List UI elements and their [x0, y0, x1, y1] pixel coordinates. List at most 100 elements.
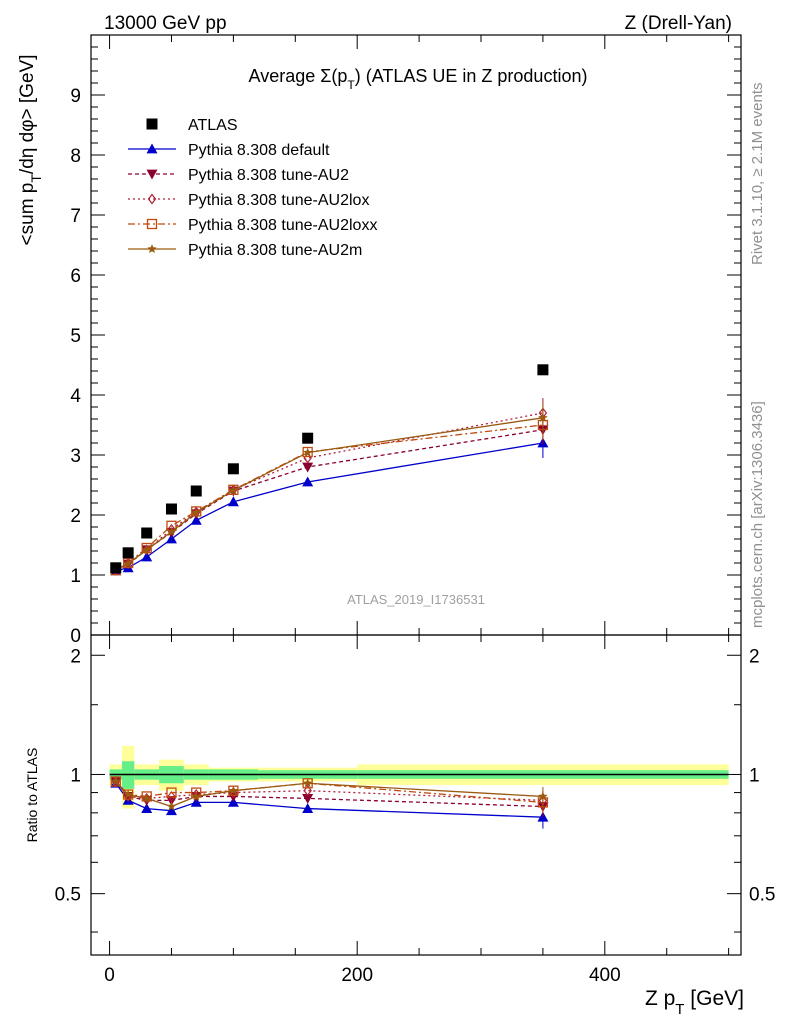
series-point [228, 484, 239, 495]
y-tick-label: 7 [70, 206, 81, 227]
atlas-data-point [122, 547, 134, 559]
x-tick-label: 200 [341, 965, 373, 986]
ratio-tick-label-right: 0.5 [749, 885, 775, 906]
x-tick-label: 400 [589, 965, 621, 986]
atlas-data-point [110, 562, 122, 574]
ratio-tick-label-left: 1 [70, 765, 81, 786]
y-tick-label: 4 [70, 386, 81, 407]
series-point [141, 542, 152, 554]
ratio-point [302, 803, 314, 813]
ratio-y-axis-label: Ratio to ATLAS [24, 748, 40, 843]
series-line [115, 412, 544, 571]
ratio-point [167, 790, 176, 802]
legend-label: Pythia 8.308 tune-AU2 [188, 167, 349, 184]
legend-marker [146, 218, 158, 230]
series-line [115, 429, 544, 571]
ratio-point [141, 803, 153, 813]
series-point [123, 558, 133, 568]
legend-atlas-marker [146, 118, 158, 130]
series-line [115, 417, 543, 571]
series-point [302, 476, 314, 487]
legend-label: Pythia 8.308 tune-AU2m [188, 242, 362, 259]
atlas-data-point [165, 503, 177, 515]
ratio-point [191, 791, 201, 801]
chart-title: Average Σ(pT) (ATLAS UE in Z production) [249, 66, 588, 92]
ratio-point [303, 785, 312, 797]
atlas-data-point [302, 432, 314, 444]
series-point [141, 551, 153, 562]
ratio-point [538, 791, 548, 801]
series-point [165, 533, 177, 544]
y-tick-label: 2 [70, 506, 81, 527]
legend-item: Pythia 8.308 default [128, 142, 330, 159]
series-point [302, 462, 314, 473]
legend-marker [146, 143, 158, 154]
legend-marker [147, 193, 157, 205]
y-tick-label: 3 [70, 446, 81, 467]
ratio-point [111, 776, 121, 786]
series-point [190, 514, 202, 525]
series-line [115, 442, 544, 572]
series-point [228, 485, 239, 495]
legend-label: Pythia 8.308 tune-AU2lox [188, 192, 369, 209]
ratio-point [141, 793, 152, 803]
atlas-data-point [190, 485, 202, 497]
main-plot-panel: 0 1 2 3 4 5 6 7 8 9 [70, 34, 742, 647]
series-point [191, 507, 201, 517]
y-axis-label: <sum pT/dη dφ> [GeV] [17, 55, 44, 246]
y-tick-label: 0 [70, 626, 81, 647]
ratio-tick-label-left: 2 [70, 646, 81, 667]
rivet-label: Rivet 3.1.10, ≥ 2.1M events [749, 83, 766, 266]
legend-atlas-label: ATLAS [188, 117, 238, 134]
series-line [115, 424, 543, 571]
ratio-point [123, 789, 133, 799]
mcplots-label: mcplots.cern.ch [arXiv:1306.3436] [749, 401, 766, 628]
x-axis-label: Z pT [GeV] [645, 987, 744, 1018]
legend-marker [147, 244, 157, 254]
atlas-data-point [227, 463, 239, 475]
ratio-tick-label-left: 0.5 [55, 885, 81, 906]
legend-label: Pythia 8.308 tune-AU2loxx [188, 217, 377, 234]
ratio-point [141, 791, 152, 802]
y-tick-label: 1 [70, 566, 81, 587]
ratio-series-line [115, 781, 543, 808]
series-point [166, 526, 177, 536]
series-point [122, 557, 134, 569]
ratio-point [165, 805, 177, 816]
ratio-tick-label-right: 1 [749, 765, 760, 786]
beam-label: 13000 GeV pp [104, 13, 227, 34]
ratio-point [302, 778, 313, 788]
ratio-frame [90, 634, 742, 956]
legend-item: Pythia 8.308 tune-AU2lox [128, 192, 369, 209]
legend-marker [146, 169, 158, 180]
legend-item: Pythia 8.308 tune-AU2 [128, 167, 349, 184]
analysis-id: ATLAS_2019_I1736531 [347, 592, 485, 607]
legend-item: Pythia 8.308 tune-AU2m [128, 242, 362, 259]
ratio-point [228, 785, 239, 795]
atlas-data-point [141, 527, 153, 539]
y-tick-label: 9 [70, 86, 81, 107]
series-point [191, 506, 202, 517]
legend-item: Pythia 8.308 tune-AU2loxx [128, 217, 377, 234]
process-label: Z (Drell-Yan) [625, 13, 732, 34]
legend: ATLAS Pythia 8.308 default Pythia 8.308 tu… [128, 117, 377, 259]
ratio-point [191, 789, 201, 800]
series-point [302, 447, 313, 457]
x-tick-label: 0 [104, 965, 115, 986]
y-tick-label: 8 [70, 146, 81, 167]
ratio-point [302, 794, 314, 804]
ratio-point [166, 787, 177, 798]
series-point [141, 544, 152, 554]
ratio-point [166, 801, 177, 811]
legend-item-atlas: ATLAS [146, 117, 238, 134]
series-point [538, 412, 548, 422]
ratio-plot-panel: 0.5 0.5 1 1 2 2 0 200 400 [55, 634, 775, 986]
legend-label: Pythia 8.308 default [188, 142, 330, 159]
atlas-data-point [537, 364, 549, 376]
y-tick-label: 5 [70, 326, 81, 347]
ratio-series-line [115, 781, 543, 802]
ratio-tick-label-right: 2 [749, 646, 760, 667]
series-point [227, 496, 239, 507]
y-tick-label: 6 [70, 266, 81, 287]
